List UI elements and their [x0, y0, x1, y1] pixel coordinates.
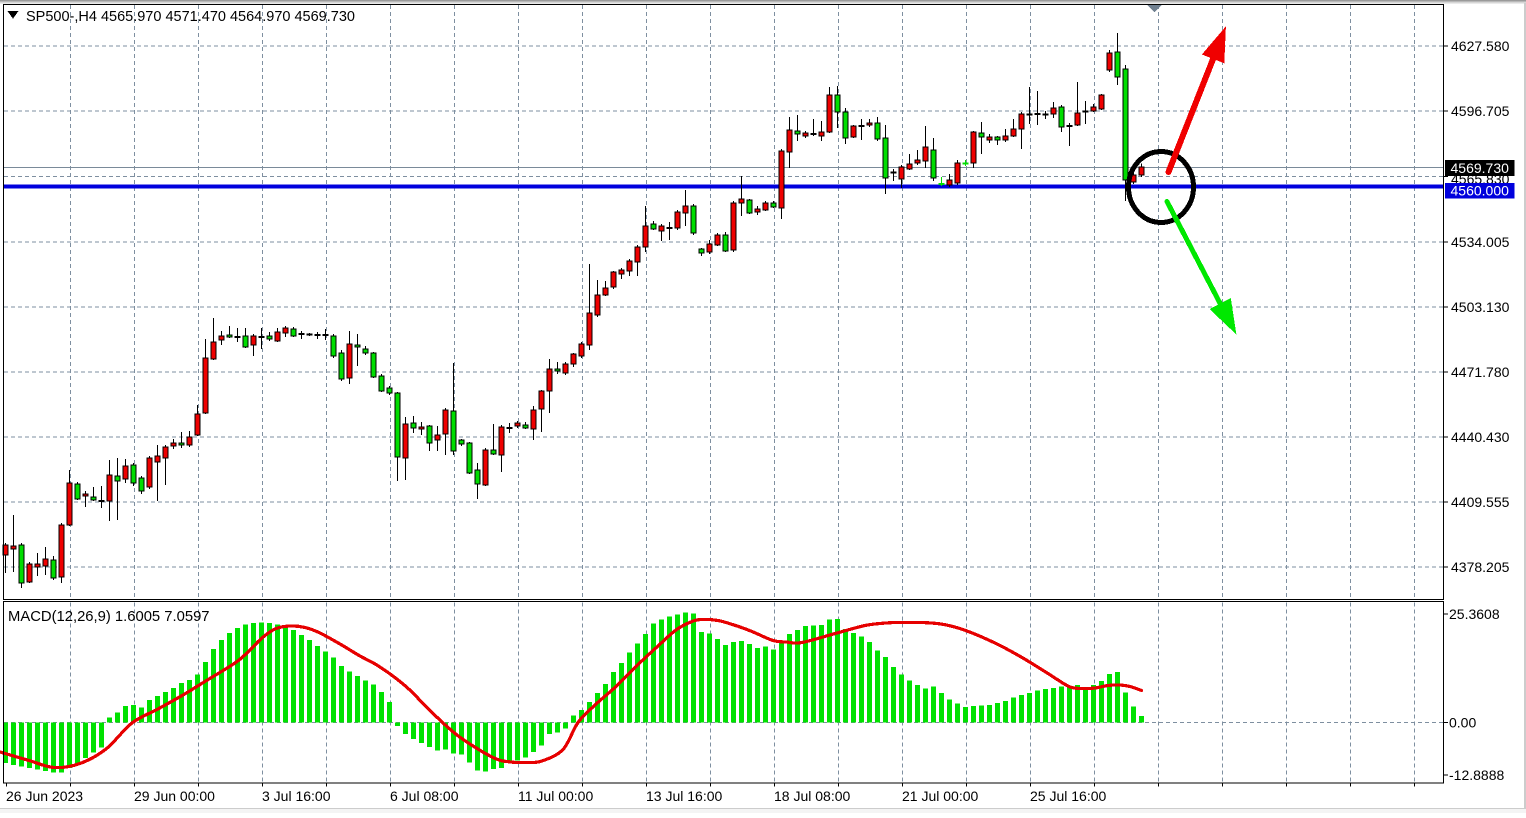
svg-text:4409.555: 4409.555: [1451, 494, 1510, 510]
svg-text:4378.205: 4378.205: [1451, 559, 1510, 575]
svg-text:0.00: 0.00: [1449, 715, 1476, 731]
svg-text:26 Jun 2023: 26 Jun 2023: [6, 788, 83, 804]
svg-text:4569.730: 4569.730: [1451, 160, 1510, 176]
svg-text:4440.430: 4440.430: [1451, 429, 1510, 445]
svg-text:4560.000: 4560.000: [1451, 183, 1510, 199]
svg-text:6 Jul 08:00: 6 Jul 08:00: [390, 788, 459, 804]
svg-text:4534.005: 4534.005: [1451, 234, 1510, 250]
svg-text:18 Jul 08:00: 18 Jul 08:00: [774, 788, 850, 804]
svg-text:25 Jul 16:00: 25 Jul 16:00: [1030, 788, 1106, 804]
svg-text:-12.8888: -12.8888: [1449, 767, 1504, 783]
svg-text:3 Jul 16:00: 3 Jul 16:00: [262, 788, 331, 804]
svg-text:MACD(12,26,9) 1.6005 7.0597: MACD(12,26,9) 1.6005 7.0597: [8, 609, 210, 625]
svg-text:29 Jun 00:00: 29 Jun 00:00: [134, 788, 215, 804]
svg-text:4627.580: 4627.580: [1451, 38, 1510, 54]
svg-text:25.3608: 25.3608: [1449, 606, 1500, 622]
svg-text:4596.705: 4596.705: [1451, 103, 1510, 119]
svg-text:13 Jul 16:00: 13 Jul 16:00: [646, 788, 722, 804]
svg-text:4503.130: 4503.130: [1451, 299, 1510, 315]
svg-text:4471.780: 4471.780: [1451, 364, 1510, 380]
svg-text:21 Jul 00:00: 21 Jul 00:00: [902, 788, 978, 804]
svg-text:11 Jul 00:00: 11 Jul 00:00: [518, 788, 593, 804]
svg-text:SP500-,H4 4565.970 4571.470 4: SP500-,H4 4565.970 4571.470 4564.970 456…: [26, 9, 355, 25]
